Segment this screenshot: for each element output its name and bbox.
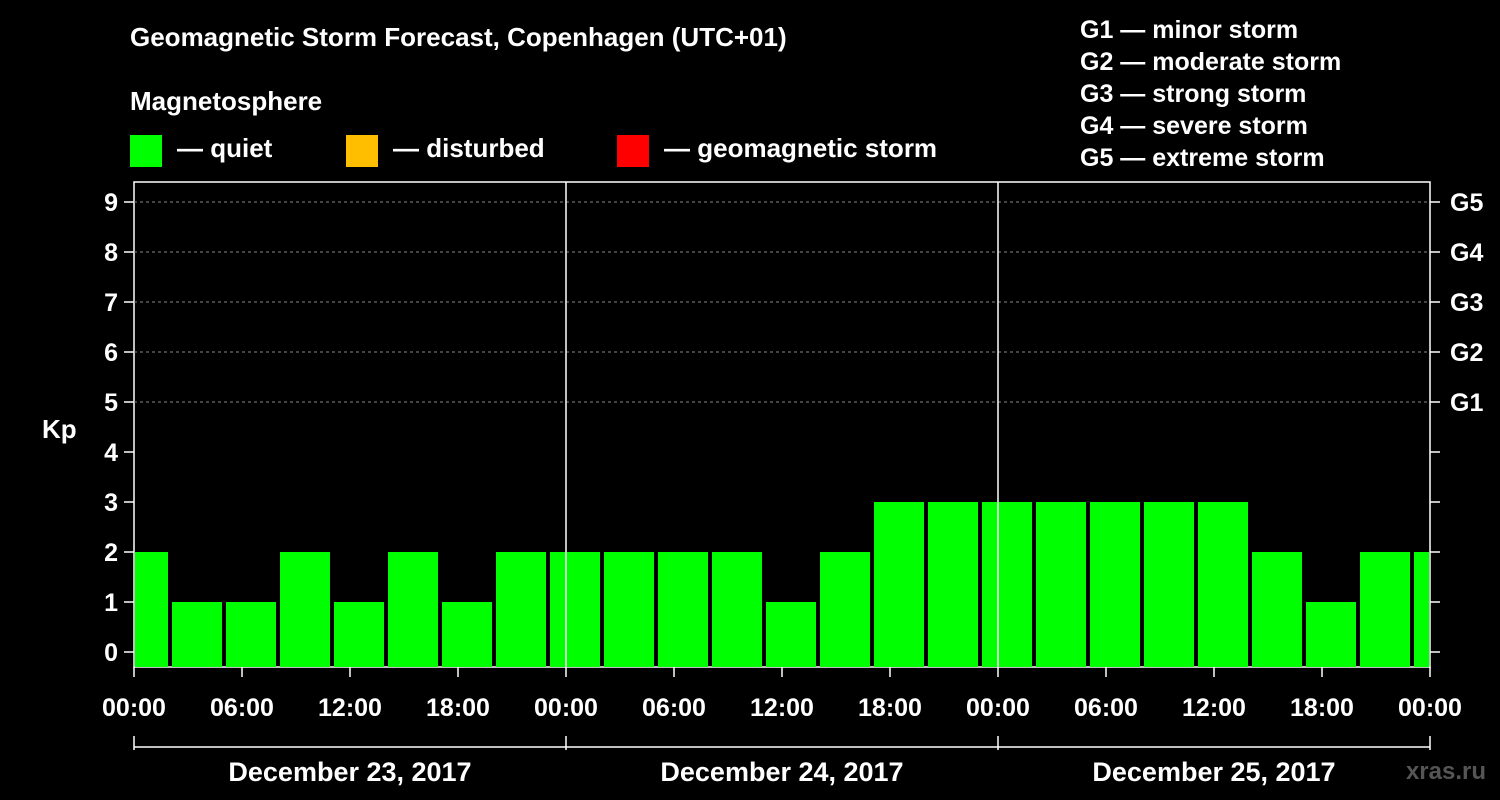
kp-bar: [172, 602, 222, 667]
g-level-label: G1: [1450, 389, 1483, 417]
y-tick-label: 4: [104, 439, 118, 467]
y-tick-label: 2: [104, 539, 118, 567]
kp-bar: [1144, 502, 1194, 667]
kp-bar: [604, 552, 654, 667]
kp-bar: [928, 502, 978, 667]
kp-bar: [1360, 552, 1410, 667]
kp-bar: [982, 502, 1032, 667]
g-level-label: G2: [1450, 339, 1483, 367]
watermark: xras.ru: [1405, 758, 1486, 785]
x-tick-label: 12:00: [318, 694, 382, 722]
y-axis-label: Kp: [42, 414, 77, 444]
y-tick-label: 1: [104, 589, 118, 617]
x-tick-label: 18:00: [858, 694, 922, 722]
legend-label-storm: — geomagnetic storm: [664, 133, 938, 163]
kp-bar: [442, 602, 492, 667]
kp-bar: [1090, 502, 1140, 667]
x-tick-label: 06:00: [642, 694, 706, 722]
x-tick-label: 06:00: [210, 694, 274, 722]
legend-heading: Magnetosphere: [130, 86, 323, 116]
kp-bar: [334, 602, 384, 667]
kp-bar: [658, 552, 708, 667]
legend-label-disturbed: — disturbed: [393, 133, 545, 163]
x-tick-label: 06:00: [1074, 694, 1138, 722]
y-tick-label: 3: [104, 489, 118, 517]
kp-bar: [550, 552, 600, 667]
storm-scale-g4: G4 — severe storm: [1080, 112, 1308, 140]
kp-bar: [280, 552, 330, 667]
legend-swatch-storm: [617, 135, 649, 167]
kp-bar: [135, 552, 168, 667]
x-tick-label: 00:00: [102, 694, 166, 722]
y-tick-label: 0: [104, 639, 118, 667]
x-tick-label: 00:00: [534, 694, 598, 722]
kp-bar: [1252, 552, 1302, 667]
y-tick-label: 9: [104, 189, 118, 217]
kp-bar: [1198, 502, 1248, 667]
storm-scale-g3: G3 — strong storm: [1080, 80, 1307, 108]
kp-bar: [1036, 502, 1086, 667]
kp-bar: [496, 552, 546, 667]
kp-bar: [1306, 602, 1356, 667]
g-level-label: G3: [1450, 289, 1483, 317]
kp-bar: [226, 602, 276, 667]
legend-swatch-disturbed: [346, 135, 378, 167]
kp-bar: [712, 552, 762, 667]
x-tick-label: 00:00: [966, 694, 1030, 722]
kp-bar: [1414, 552, 1429, 667]
x-tick-label: 18:00: [426, 694, 490, 722]
chart-title: Geomagnetic Storm Forecast, Copenhagen (…: [130, 22, 787, 52]
x-tick-label: 00:00: [1398, 694, 1462, 722]
storm-scale-g1: G1 — minor storm: [1080, 16, 1299, 44]
g-level-label: G5: [1450, 189, 1483, 217]
day-label: December 24, 2017: [660, 757, 903, 787]
storm-scale-legend: G1 — minor storm G2 — moderate storm G3 …: [1080, 14, 1341, 174]
kp-bar: [766, 602, 816, 667]
x-tick-label: 18:00: [1290, 694, 1354, 722]
storm-scale-g2: G2 — moderate storm: [1080, 48, 1342, 76]
legend-label-quiet: — quiet: [177, 133, 273, 163]
y-tick-label: 5: [104, 389, 118, 417]
day-label: December 25, 2017: [1092, 757, 1335, 787]
legend-swatch-quiet: [130, 135, 162, 167]
y-tick-label: 6: [104, 339, 118, 367]
storm-scale-g5: G5 — extreme storm: [1080, 144, 1325, 172]
y-tick-label: 8: [104, 239, 118, 267]
kp-bar: [388, 552, 438, 667]
x-tick-label: 12:00: [1182, 694, 1246, 722]
kp-bar: [874, 502, 924, 667]
day-label: December 23, 2017: [228, 757, 471, 787]
x-tick-label: 12:00: [750, 694, 814, 722]
kp-bar: [820, 552, 870, 667]
g-level-label: G4: [1450, 239, 1483, 267]
y-tick-label: 7: [104, 289, 118, 317]
